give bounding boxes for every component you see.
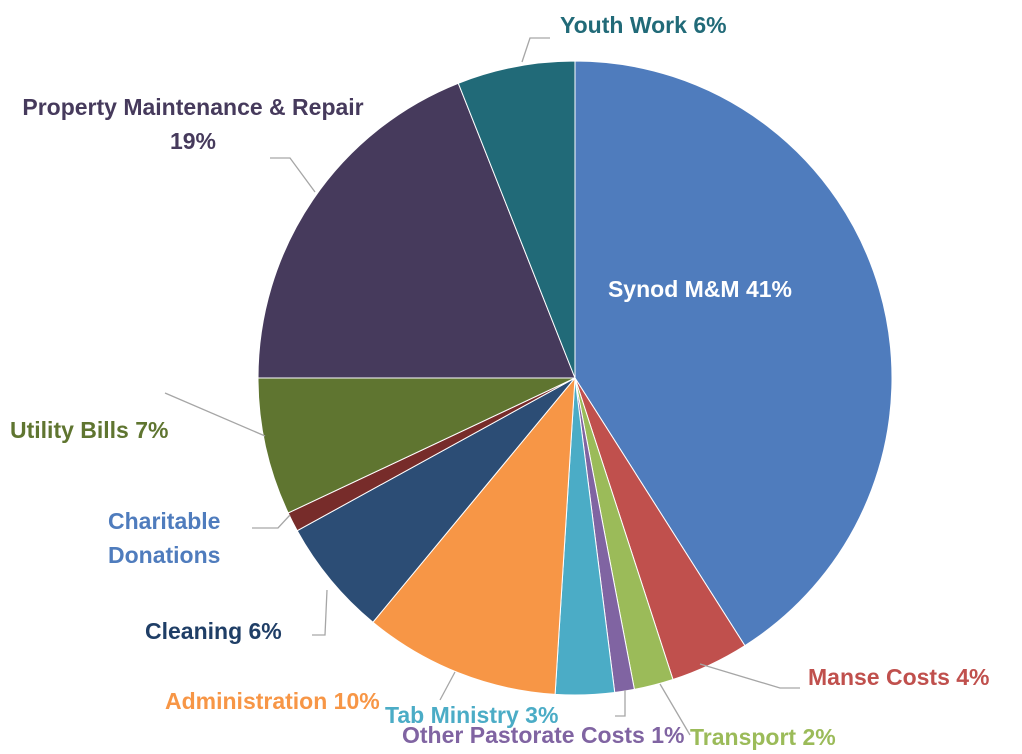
leader-line [521,37,550,63]
pie-slice [457,60,576,379]
category-label: Administration [165,688,328,714]
value-label: 4% [956,664,990,690]
leader-line [164,392,266,437]
slice-label: Manse Costs 4% [808,660,1022,694]
slice-label: Property Maintenance & Repair 19% [18,90,368,158]
leader-line [699,663,800,689]
pie-slice [257,377,576,514]
category-label: Utility Bills [10,417,129,443]
value-label: 3% [525,702,559,728]
slice-label: Synod M&M 41% [605,272,795,306]
value-label: 2% [802,724,836,750]
category-label: Manse Costs [808,664,950,690]
pie-slice [574,60,893,647]
pie-slice [372,376,576,695]
value-label: 6% [693,12,727,38]
value-label: 6% [248,618,282,644]
pie-slice [257,82,576,379]
slice-label: Charitable Donations [108,504,248,572]
category-label: Tab Ministry [385,702,519,728]
category-label: Youth Work [560,12,687,38]
leader-line [252,514,291,529]
leader-line [439,671,456,701]
category-label: Charitable Donations [108,508,221,568]
leader-line [270,157,316,193]
slice-label: Tab Ministry 3% [385,698,615,732]
slice-label: Transport 2% [690,720,910,754]
slice-label: Youth Work 6% [560,8,790,42]
leader-line [312,589,328,636]
slice-label: Utility Bills 7% [10,413,240,447]
value-label: 10% [333,688,380,714]
slice-label: Cleaning 6% [145,614,345,648]
value-label: 19% [169,128,217,154]
slice-label: Other Pastorate Costs 1% [402,718,742,752]
category-label: Synod M&M [607,276,740,302]
pie-slice [296,377,576,623]
category-label: Cleaning [145,618,243,644]
value-label: 41% [745,276,793,302]
category-label: Transport [690,724,797,750]
value-label: 7% [135,417,169,443]
value-label: 1% [651,722,685,748]
slice-label: Administration 10% [165,684,445,718]
category-label: Other Pastorate Costs [402,722,645,748]
leader-line [615,690,626,717]
category-label: Property Maintenance & Repair [22,94,364,120]
leader-line [659,683,691,736]
